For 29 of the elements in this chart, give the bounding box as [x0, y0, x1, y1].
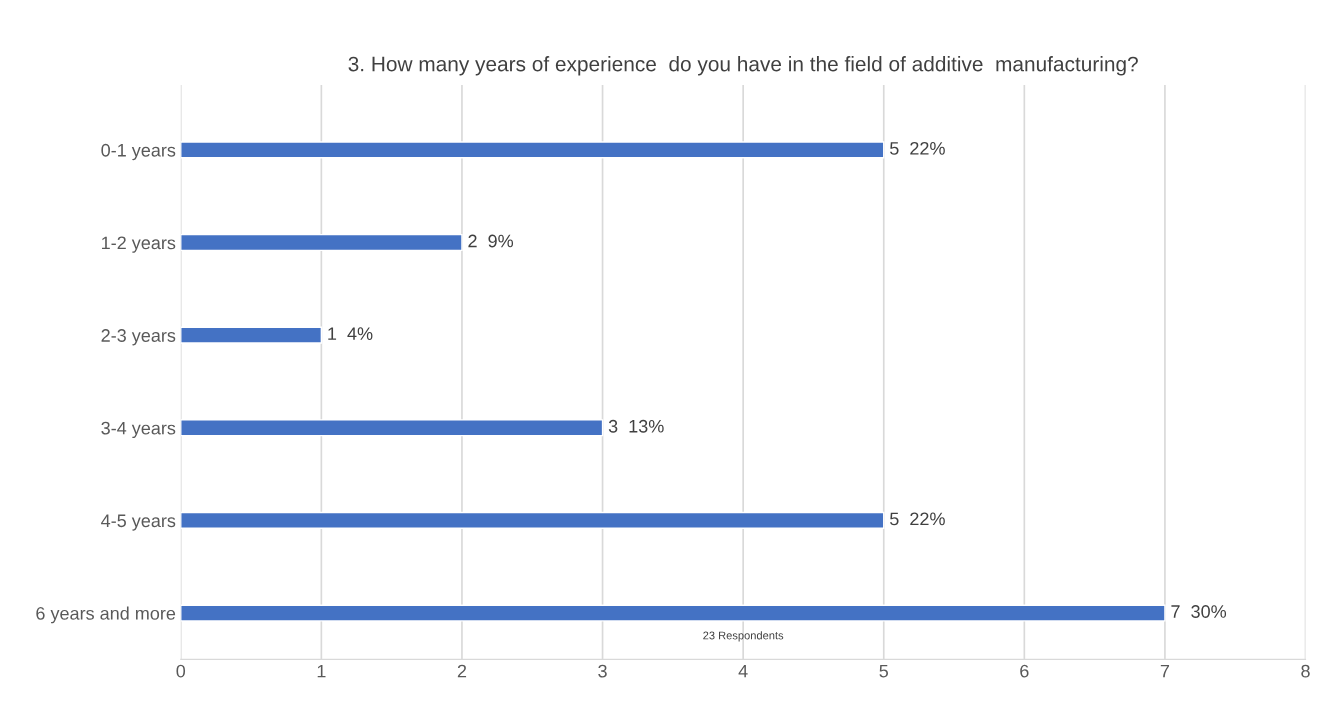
- x-tick-label: 1: [317, 664, 326, 678]
- bar: [180, 326, 323, 344]
- data-label: 1 4%: [328, 327, 373, 340]
- bar: [180, 419, 604, 437]
- x-tick-label: 6: [1020, 664, 1029, 678]
- y-tick-label: 3-4 years: [101, 421, 176, 439]
- x-tick-label: 5: [879, 664, 888, 678]
- data-label: 2 9%: [468, 234, 514, 248]
- bar: [180, 604, 1166, 622]
- bar: [180, 511, 885, 529]
- x-tick-label: 7: [1160, 664, 1170, 678]
- y-tick-label: 0-1 years: [101, 143, 176, 161]
- data-label: 5 22%: [890, 512, 945, 526]
- data-label: 5 22%: [890, 141, 945, 155]
- x-tick-label: 3: [598, 664, 607, 678]
- x-tick-label: 2: [457, 664, 467, 678]
- x-tick-label: 8: [1301, 664, 1310, 678]
- data-label: 3 13%: [608, 419, 664, 433]
- y-tick-label: 1-2 years: [102, 236, 176, 253]
- annotation: 23 Respondents: [703, 631, 784, 642]
- bar: [180, 233, 463, 252]
- y-tick-label: 2-3 years: [101, 329, 176, 346]
- x-tick-label: 4: [738, 664, 748, 678]
- chart-title: 3. How many years of experience do you have in the field of additive manufacturing?: [348, 56, 1138, 76]
- data-label: 7 30%: [1171, 605, 1227, 618]
- y-tick-label: 6 years and more: [36, 606, 176, 624]
- x-tick-label: 0: [176, 664, 186, 678]
- bar: [180, 141, 885, 159]
- y-tick-label: 4-5 years: [101, 514, 176, 531]
